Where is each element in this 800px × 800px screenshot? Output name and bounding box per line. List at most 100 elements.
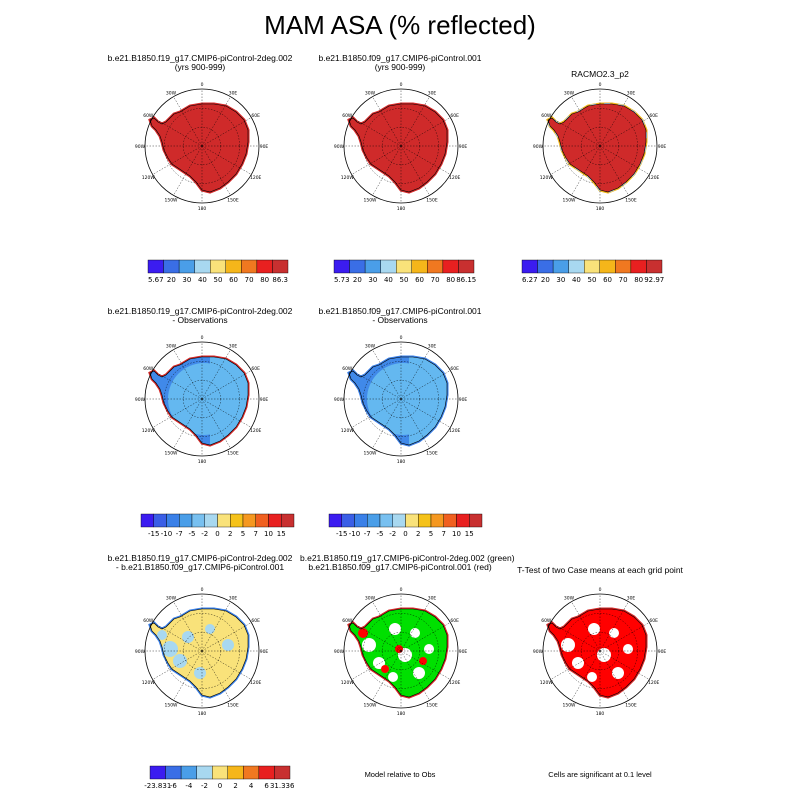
- colorbar-label: 5: [241, 530, 245, 538]
- colorbar-label: 7: [254, 530, 258, 538]
- map-border: [144, 88, 260, 204]
- colorbar-label: 40: [198, 276, 207, 284]
- panel-title-6-line2: - b.e21.B1850.f09_g17.CMIP6-piControl.00…: [115, 562, 285, 572]
- colorbar-swatch: [165, 765, 182, 780]
- nonsig-cell: [561, 638, 575, 652]
- colorbar-swatch: [615, 259, 632, 274]
- colorbar-swatch: [646, 259, 663, 274]
- lon-label: 150E: [227, 451, 239, 457]
- colorbar-label: -10: [349, 530, 360, 538]
- polar-map-7: 0 30E 60E 90E 120E 150E 180 150W 120W 90W 60W 30W: [334, 587, 468, 717]
- diff-patch: [173, 654, 187, 668]
- lon-label: 60E: [649, 113, 658, 119]
- footer-relative-to-obs: Model relative to Obs: [364, 770, 436, 779]
- lon-label: 30W: [166, 90, 177, 96]
- meridian-line: [599, 622, 650, 652]
- colorbar-swatch: [225, 259, 242, 274]
- colorbar-label: 7: [442, 530, 446, 538]
- latitude-line: [363, 108, 439, 184]
- meridian-line: [201, 650, 231, 701]
- colorbar-swatch: [427, 259, 444, 274]
- colorbar-label: -15: [336, 530, 347, 538]
- polar-map-6: 0 30E 60E 90E 120E 150E 180 150W 120W 90W 60W 30W: [135, 587, 269, 717]
- colorbar-label: 10: [452, 530, 461, 538]
- meridian-line: [173, 601, 203, 652]
- colorbar-swatch: [380, 259, 397, 274]
- panel-title-2-line1: b.e21.B1850.f09_g17.CMIP6-piControl.001: [318, 53, 482, 63]
- meridian-line: [599, 650, 629, 701]
- colorbar-label: 6.27: [522, 276, 538, 284]
- colorbar-swatch: [255, 513, 269, 528]
- lon-label: 90E: [459, 649, 468, 655]
- colorbar-label: 40: [572, 276, 581, 284]
- colorbar-swatch: [552, 259, 569, 274]
- nonsig-cell: [612, 667, 624, 679]
- lon-label: 90E: [260, 397, 269, 403]
- colorbar-swatch: [599, 259, 616, 274]
- lon-label: 60W: [143, 366, 154, 372]
- lon-label: 150W: [363, 198, 377, 204]
- colorbar-label: 70: [619, 276, 628, 284]
- lon-label: 60E: [649, 618, 658, 624]
- lon-label: 150W: [363, 703, 377, 709]
- lon-label: 60E: [450, 366, 459, 372]
- colorbar-label: 86.15: [456, 276, 476, 284]
- polar-map-1: 0 30E 60E 90E 120E 150E 180 150W 120W 90W 60W 30W: [135, 82, 269, 212]
- panel-title-8-line1: T-Test of two Case means at each grid po…: [517, 565, 683, 575]
- lon-label: 180: [198, 711, 207, 717]
- colorbar-swatch: [364, 259, 381, 274]
- colorbar-label: 10: [264, 530, 273, 538]
- diff-patch: [162, 641, 178, 657]
- panel-title-6-line1: b.e21.B1850.f19_g17.CMIP6-piControl-2deg…: [107, 553, 293, 563]
- lon-label: 180: [397, 206, 406, 212]
- lon-label: 150E: [625, 703, 637, 709]
- nonsig-cell: [623, 644, 633, 654]
- colorbar-label: -5: [189, 530, 196, 538]
- colorbar-swatch: [191, 513, 205, 528]
- lon-label: 30W: [365, 595, 376, 601]
- lon-label: 150E: [426, 451, 438, 457]
- panel-title-2-line2: (yrs 900-999): [374, 62, 426, 72]
- meridian-line: [372, 96, 402, 147]
- lon-label: 30E: [428, 90, 437, 96]
- panel-title-1-line2: (yrs 900-999): [174, 62, 226, 72]
- nonsig-cell: [388, 672, 398, 682]
- colorbar-label: -7: [176, 530, 183, 538]
- lon-label: 90E: [459, 397, 468, 403]
- meridian-line: [550, 117, 601, 147]
- latitude-line: [363, 361, 439, 437]
- lon-label: 120W: [142, 175, 156, 181]
- meridian-line: [173, 96, 203, 147]
- colorbar-swatch: [163, 259, 180, 274]
- panel-title-5: b.e21.B1850.f09_g17.CMIP6-piControl.001 …: [300, 307, 500, 325]
- polar-map-8: 0 30E 60E 90E 120E 150E 180 150W 120W 90W 60W 30W: [533, 587, 667, 717]
- colorbar-swatch: [256, 259, 273, 274]
- lon-label: 30W: [564, 595, 575, 601]
- panel-title-2: b.e21.B1850.f09_g17.CMIP6-piControl.001 …: [300, 54, 500, 72]
- colorbar-swatch: [268, 513, 282, 528]
- colorbar-swatch: [227, 765, 244, 780]
- lon-label: 180: [397, 711, 406, 717]
- colorbar-swatch: [281, 513, 295, 528]
- lon-label: 30W: [365, 343, 376, 349]
- colorbar-label: 31.336: [270, 782, 295, 790]
- meridian-line: [372, 650, 402, 701]
- diff-patch: [205, 624, 215, 634]
- lon-label: 120E: [449, 428, 461, 434]
- meridian-line: [152, 650, 203, 680]
- panel-title-7-line2: b.e21.B1850.f09_g17.CMIP6-piControl.001 …: [308, 562, 492, 572]
- nonsig-cell: [609, 628, 619, 638]
- nonsig-cell: [410, 628, 420, 638]
- lon-label: 120E: [250, 680, 262, 686]
- polar-map-3: 0 30E 60E 90E 120E 150E 180 150W 120W 90W 60W 30W: [533, 82, 667, 212]
- panel-title-1: b.e21.B1850.f19_g17.CMIP6-piControl-2deg…: [100, 54, 300, 72]
- panel-title-1-line1: b.e21.B1850.f19_g17.CMIP6-piControl-2deg…: [107, 53, 293, 63]
- lon-label: 30W: [365, 90, 376, 96]
- polar-map-5: 0 30E 60E 90E 120E 150E 180 150W 120W 90W 60W 30W: [334, 335, 468, 465]
- lon-label: 150E: [227, 198, 239, 204]
- colorbar-swatch: [341, 513, 355, 528]
- colorbar-swatch: [537, 259, 554, 274]
- colorbar-swatch: [521, 259, 538, 274]
- colorbar-label: 80: [634, 276, 643, 284]
- colorbar-swatch: [456, 513, 470, 528]
